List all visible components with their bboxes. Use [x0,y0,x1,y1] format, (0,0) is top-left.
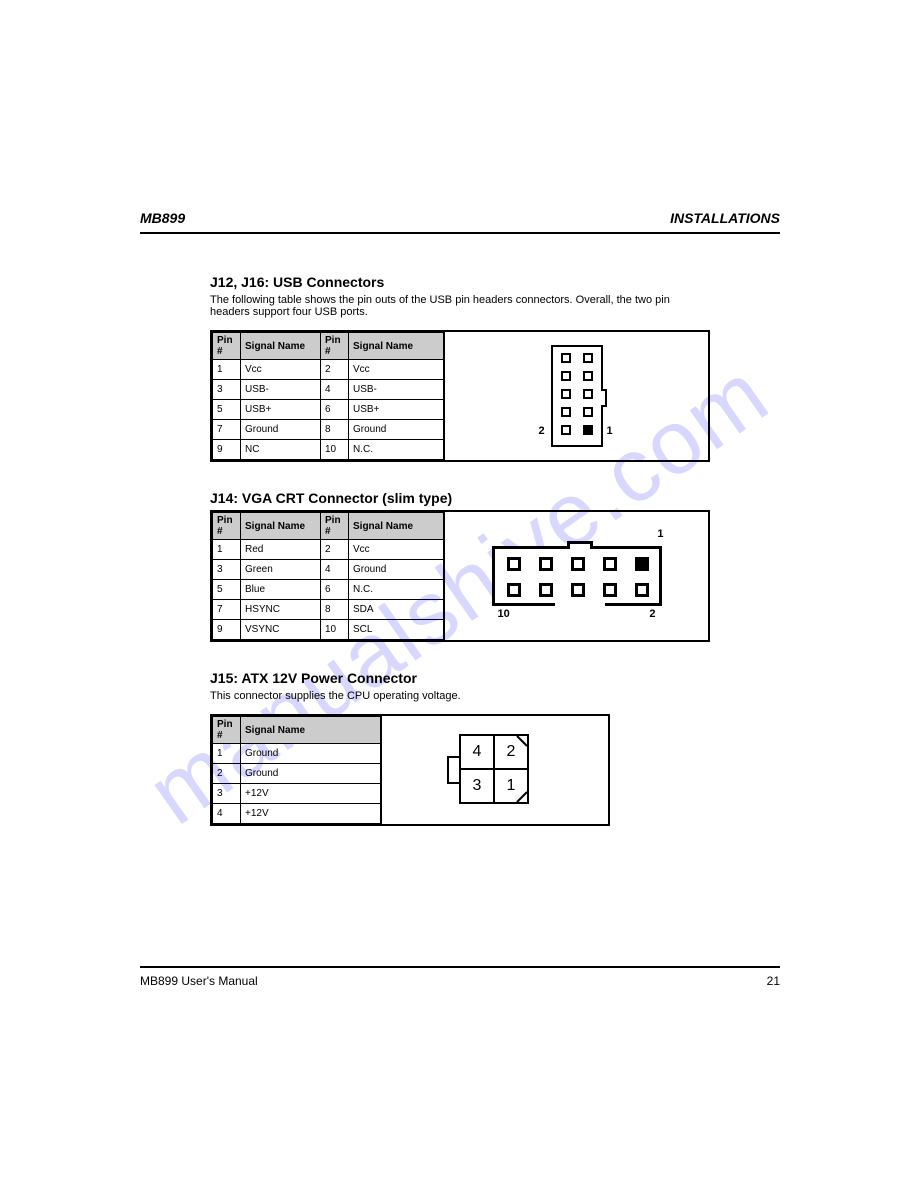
page-header: MB899 INSTALLATIONS [140,210,780,234]
usb-table: Pin # Signal Name Pin # Signal Name 1Vcc… [212,332,444,460]
table-row: 7Ground8Ground [213,420,444,440]
atx-diagram: 4 2 3 1 [381,716,608,824]
footer-page: 21 [767,974,780,988]
table-row: 9VSYNC10SCL [213,620,444,640]
usb-hdr-pin1: Pin # [213,333,241,360]
header-model: MB899 [140,210,185,226]
atx-connector-icon: 4 2 3 1 [459,734,531,806]
atx-hdr-pin: Pin # [213,717,241,744]
usb-pin1-label: 1 [607,425,613,437]
vga-pin1-label: 1 [657,528,663,540]
atx-cell-2: 2 [493,734,529,770]
table-row: 3USB-4USB- [213,380,444,400]
atx-block: Pin # Signal Name 1Ground 2Ground 3+12V … [210,714,610,826]
vga-diagram: 1 10 2 [444,512,708,640]
table-row: 3Green4Ground [213,560,444,580]
vga-pin10-label: 10 [498,608,510,620]
vga-hdr-pin2: Pin # [321,513,349,540]
vga-pin2-label: 2 [649,608,655,620]
table-row: 1Vcc2Vcc [213,360,444,380]
vga-table: Pin # Signal Name Pin # Signal Name 1Red… [212,512,444,640]
atx-cell-4: 4 [459,734,495,770]
table-row: 2Ground [213,764,381,784]
table-row: 9NC10N.C. [213,440,444,460]
usb-block: Pin # Signal Name Pin # Signal Name 1Vcc… [210,330,710,462]
table-row: 5USB+6USB+ [213,400,444,420]
table-row: 4+12V [213,804,381,824]
usb-connector-icon [551,345,603,447]
usb-hdr-sig2: Signal Name [349,333,444,360]
table-row: 1Ground [213,744,381,764]
atx-subtitle: This connector supplies the CPU operatin… [210,690,710,702]
vga-connector-icon [492,546,662,606]
vga-hdr-pin1: Pin # [213,513,241,540]
atx-cell-3: 3 [459,768,495,804]
vga-hdr-sig1: Signal Name [241,513,321,540]
usb-subtitle: The following table shows the pin outs o… [210,294,710,318]
usb-pin2-label: 2 [539,425,545,437]
usb-title: J12, J16: USB Connectors [210,274,710,290]
table-row: 1Red2Vcc [213,540,444,560]
footer-title: MB899 User's Manual [140,974,258,988]
usb-diagram: 2 1 [444,332,708,460]
usb-hdr-sig1: Signal Name [241,333,321,360]
atx-table: Pin # Signal Name 1Ground 2Ground 3+12V … [212,716,381,824]
vga-block: Pin # Signal Name Pin # Signal Name 1Red… [210,510,710,642]
table-row: 3+12V [213,784,381,804]
page-footer: MB899 User's Manual 21 [140,966,780,988]
usb-hdr-pin2: Pin # [321,333,349,360]
atx-hdr-sig: Signal Name [241,717,381,744]
header-section: INSTALLATIONS [670,210,780,226]
atx-cell-1: 1 [493,768,529,804]
table-row: 5Blue6N.C. [213,580,444,600]
vga-title: J14: VGA CRT Connector (slim type) [210,490,710,506]
table-row: 7HSYNC8SDA [213,600,444,620]
vga-hdr-sig2: Signal Name [349,513,444,540]
atx-title: J15: ATX 12V Power Connector [210,670,710,686]
